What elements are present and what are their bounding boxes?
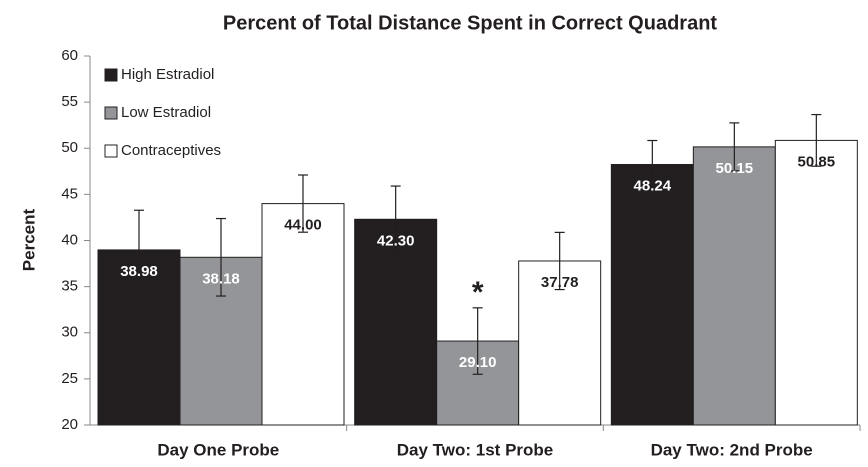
bar xyxy=(610,163,694,426)
y-tick-label: 25 xyxy=(61,370,78,387)
x-tick-label: Day Two: 1st Probe xyxy=(397,440,554,459)
y-tick-label: 60 xyxy=(61,47,78,64)
value-label: 48.24 xyxy=(634,177,672,194)
bar xyxy=(692,146,776,426)
value-label: 29.10 xyxy=(459,354,497,371)
chart-title: Percent of Total Distance Spent in Corre… xyxy=(223,12,718,34)
y-tick-label: 20 xyxy=(61,416,78,433)
legend-swatch xyxy=(104,144,118,158)
y-tick-label: 50 xyxy=(61,139,78,156)
y-tick-label: 30 xyxy=(61,324,78,341)
bar xyxy=(354,218,438,426)
legend-label: Low Estradiol xyxy=(121,104,211,121)
value-label: 37.78 xyxy=(541,274,579,291)
x-tick-label: Day Two: 2nd Probe xyxy=(651,440,813,459)
bar xyxy=(774,139,858,426)
legend-label: Contraceptives xyxy=(121,142,221,159)
y-tick-label: 45 xyxy=(61,185,78,202)
y-tick-label: 35 xyxy=(61,278,78,295)
value-label: 42.30 xyxy=(377,232,415,249)
y-axis-label: Percent xyxy=(19,208,38,271)
y-tick-label: 55 xyxy=(61,93,78,110)
value-label: 44.00 xyxy=(284,217,322,234)
legend-swatch xyxy=(104,68,118,82)
annotation: * xyxy=(472,276,484,309)
value-label: 50.85 xyxy=(798,153,836,170)
legend-label: High Estradiol xyxy=(121,66,214,83)
value-label: 38.18 xyxy=(202,270,240,287)
legend-swatch xyxy=(104,106,118,120)
bar xyxy=(261,203,345,426)
value-label: 50.15 xyxy=(716,160,754,177)
value-label: 38.98 xyxy=(120,263,158,280)
y-tick-label: 40 xyxy=(61,231,78,248)
x-tick-label: Day One Probe xyxy=(157,440,279,459)
